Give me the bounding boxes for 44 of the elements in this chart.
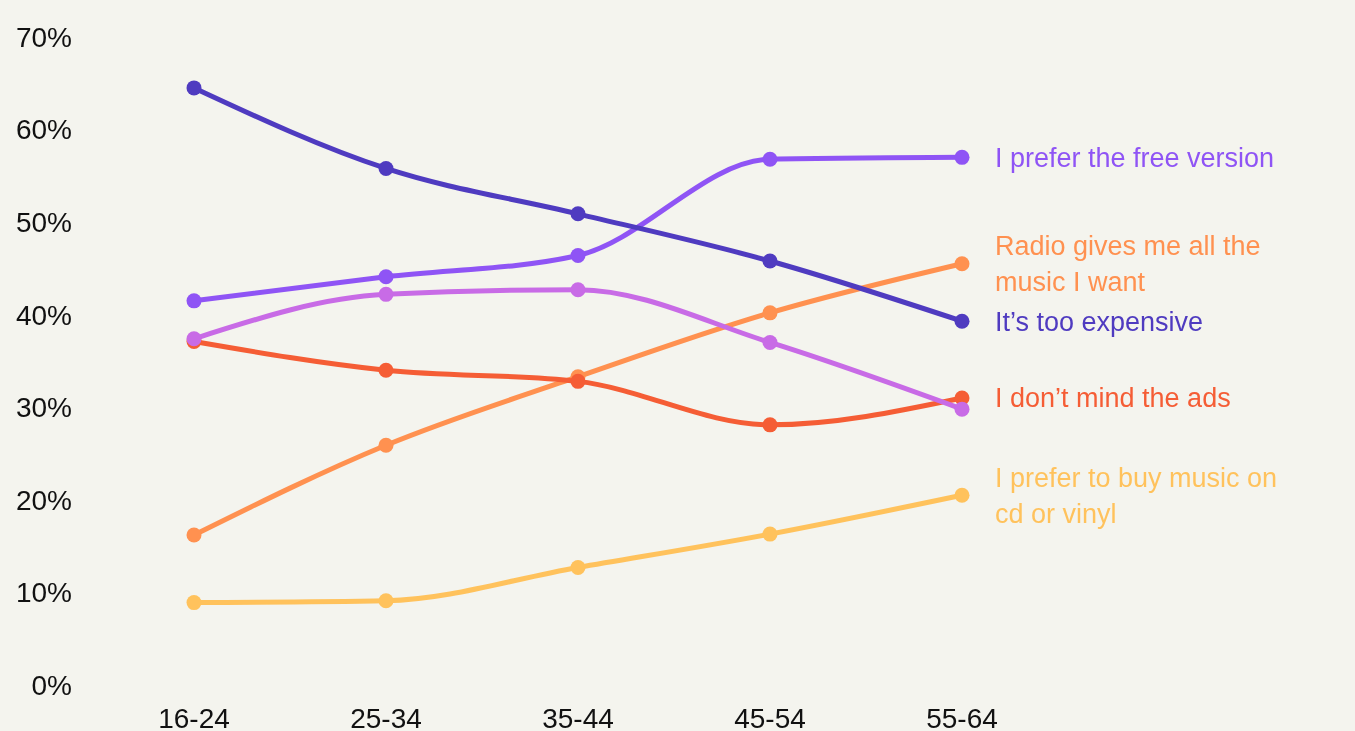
x-tick-label: 45-54 — [734, 702, 806, 731]
point — [378, 362, 394, 378]
y-tick-label: 30% — [15, 392, 72, 424]
point — [954, 149, 970, 165]
point — [762, 335, 778, 350]
y-tick-label: 60% — [15, 114, 72, 146]
point — [378, 437, 394, 453]
y-tick-label: 50% — [15, 206, 72, 238]
point — [570, 559, 586, 575]
point — [762, 417, 778, 433]
x-tick-label: 25-34 — [350, 702, 422, 731]
y-tick-label: 70% — [15, 21, 72, 53]
x-tick-label: 16-24 — [158, 702, 230, 731]
series-label: I don’t mind the ads — [995, 383, 1231, 414]
point — [762, 526, 778, 542]
y-tick-label: 20% — [15, 484, 72, 516]
point — [378, 593, 394, 609]
point — [378, 286, 394, 302]
point — [186, 595, 202, 611]
point — [570, 373, 586, 389]
point — [954, 401, 970, 417]
point — [378, 269, 394, 285]
y-tick-label: 10% — [15, 577, 72, 609]
point — [570, 206, 586, 222]
series-label: Radio gives me all the music I want — [995, 231, 1261, 298]
series-label: It’s too expensive — [995, 306, 1204, 337]
point — [762, 305, 778, 321]
series-label: I prefer the free version — [995, 142, 1275, 173]
point — [954, 487, 970, 503]
point — [570, 282, 586, 298]
series-label: I prefer to buy music on cd or vinyl — [995, 462, 1278, 529]
y-tick-label: 40% — [15, 299, 72, 331]
point — [762, 151, 778, 167]
x-tick-label: 55-64 — [926, 702, 998, 731]
point — [954, 256, 970, 272]
y-tick-label: 0% — [31, 669, 72, 701]
point — [378, 160, 394, 176]
point — [570, 247, 586, 263]
point — [186, 80, 202, 96]
point — [954, 313, 970, 329]
x-tick-label: 35-44 — [542, 702, 614, 731]
point — [186, 293, 202, 309]
point — [762, 253, 778, 269]
point — [186, 527, 202, 543]
